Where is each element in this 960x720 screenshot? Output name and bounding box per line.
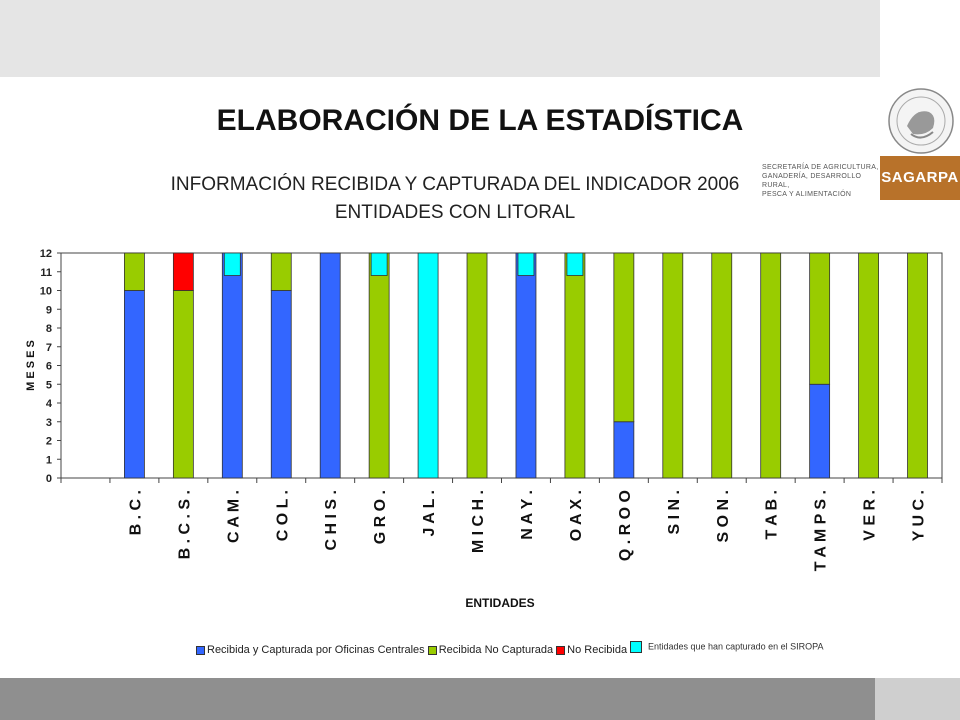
subtitle-line-2: ENTIDADES CON LITORAL [334,202,576,223]
y-tick-label: 12 [40,248,52,260]
x-tick-label: S I N . [666,490,683,534]
top-band [0,0,880,77]
secretaria-text: SECRETARÍA DE AGRICULTURA, GANADERÍA, DE… [762,164,879,198]
y-tick-label: 6 [46,361,52,373]
bar-segment [466,252,488,479]
subtitle-line-1: INFORMACIÓN RECIBIDA Y CAPTURADA DEL IND… [170,174,740,195]
bar-segment [270,252,292,291]
bar-segment [564,252,586,479]
bar-segment [711,252,733,479]
bar-segment [124,290,145,479]
y-axis-title: M E S E S [25,340,37,391]
bar-siropa-JAL. [417,252,439,479]
siropa-marker [370,252,388,276]
x-tick-label: S O N . [715,490,732,542]
sagarpa-logo: SAGARPA [880,156,960,200]
bar-segment [221,252,243,479]
main-legend: Recibida y Capturada por Oficinas Centra… [196,644,627,656]
bar-segment [270,290,292,479]
y-tick-label: 0 [46,473,52,485]
bottom-band [0,678,875,720]
x-tick-label: C O L . [274,490,291,541]
bar-segment [172,290,194,479]
legend-item-capturada: Recibida y Capturada por Oficinas Centra… [196,644,425,656]
bar-segment [907,252,928,479]
bar-segment [760,252,782,479]
x-tick-label: N A Y . [519,490,536,540]
slide-title: ELABORACIÓN DE LA ESTADÍSTICA [216,104,744,137]
x-axis-title: ENTIDADES [465,596,534,610]
x-tick-label: J A L . [421,490,438,537]
siropa-marker [517,252,535,276]
bar-segment [515,252,537,479]
y-tick-label: 11 [40,267,52,279]
y-tick-label: 2 [46,436,52,448]
slide-subtitle: INFORMACIÓN RECIBIDA Y CAPTURADA DEL IND… [0,171,910,227]
siropa-marker [223,252,241,276]
x-tick-label: B . C . S . [176,490,193,559]
siropa-legend: Entidades que han capturado en el SIROPA [630,641,823,653]
bar-segment [858,252,879,479]
x-tick-label: O A X . [568,490,585,541]
x-tick-label: T A M P S . [813,490,830,571]
y-tick-label: 8 [46,323,52,335]
bar-segment [613,421,635,479]
bar-segment [809,252,831,385]
y-tick-label: 3 [46,417,52,429]
y-tick-label: 9 [46,304,52,316]
x-tick-label: C A M . [225,490,242,543]
plot-area [60,252,943,479]
x-tick-label: Y U C . [911,490,928,541]
y-tick-label: 4 [46,398,53,410]
mexican-seal-icon [888,88,954,154]
bar-segment [662,252,684,479]
legend-item-no-capturada: Recibida No Capturada [427,644,553,656]
legend-item-no-recibida: No Recibida [556,644,627,656]
bar-segment [368,252,390,479]
y-tick-label: 1 [46,454,52,466]
x-tick-label: Q . R O O [617,490,634,561]
x-tick-label: B . C . [127,490,144,535]
bar-segment [172,252,194,291]
y-tick-label: 5 [46,379,52,391]
bottom-band-right [875,678,960,720]
x-tick-label: T A B . [764,490,781,539]
bar-segment [124,252,145,291]
y-tick-label: 10 [40,286,52,298]
bar-segment [809,383,831,479]
y-tick-label: 7 [46,342,52,354]
bar-segment [613,252,635,423]
siropa-marker [566,252,584,276]
x-tick-label: M I C H . [470,490,487,553]
x-tick-label: V E R . [862,490,879,541]
bar-segment [319,252,341,479]
x-tick-label: G R O . [372,490,389,544]
x-tick-label: C H I S . [323,490,340,550]
